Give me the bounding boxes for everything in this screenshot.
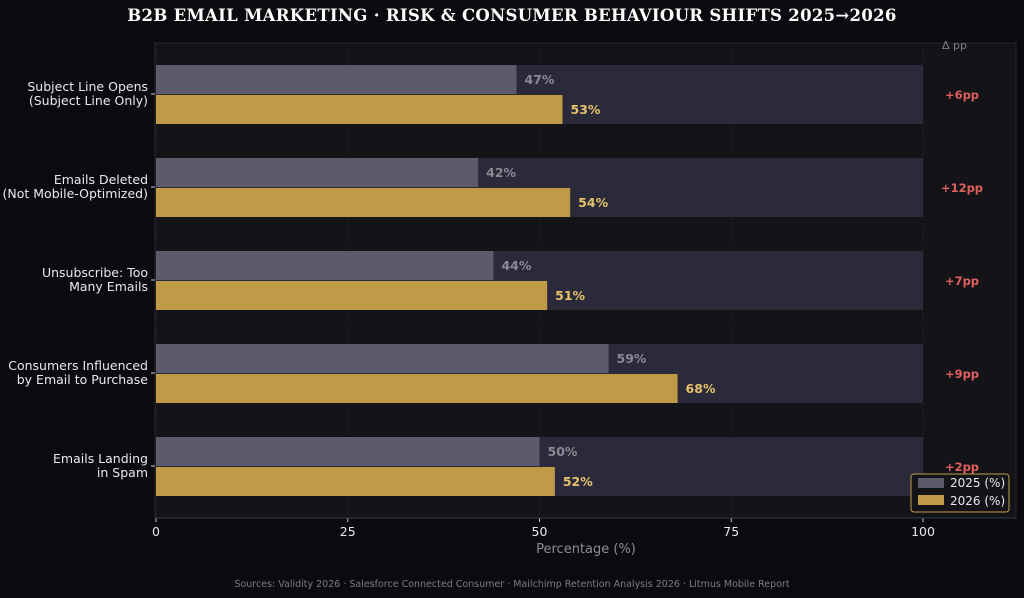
source-note: Sources: Validity 2026 · Salesforce Conn… [234,579,789,590]
bars-group [156,65,923,496]
value-label-2025-1: 42% [486,165,516,180]
category-label-3-line1: Consumers Influenced [8,358,148,373]
value-label-2026-1: 54% [578,195,608,210]
delta-label-1: +12pp [941,181,983,195]
value-label-2026-4: 52% [563,474,593,489]
delta-label-3: +9pp [945,367,979,381]
value-label-2026-0: 53% [571,102,601,117]
category-label-1-line2: (Not Mobile-Optimized) [3,186,148,201]
category-label-0-line2: (Subject Line Only) [29,93,148,108]
value-label-2025-3: 59% [617,351,647,366]
legend-swatch-2026 [918,495,944,505]
value-label-2025-4: 50% [548,444,578,459]
value-label-2026-3: 68% [686,381,716,396]
delta-label-2: +7pp [945,274,979,288]
x-tick-label-75: 75 [723,524,739,539]
legend-label-2025: 2025 (%) [950,476,1005,490]
delta-label-4: +2pp [945,460,979,474]
bar-2026-4 [156,467,555,496]
x-tick-label-50: 50 [532,524,548,539]
bar-2026-0 [156,95,563,124]
value-label-2025-2: 44% [501,258,531,273]
category-label-1-line1: Emails Deleted [54,172,148,187]
bar-2025-4 [156,437,540,466]
x-axis-label: Percentage (%) [536,542,636,557]
bar-2025-0 [156,65,517,94]
value-label-2026-2: 51% [555,288,585,303]
category-label-4-line2: in Spam [97,465,148,480]
bar-2026-3 [156,374,678,403]
bar-2025-1 [156,158,479,187]
x-tick-label-25: 25 [340,524,356,539]
labels-group: 0 25 50 75 100 47% 53% +6pp Subject Line Opens(S… [3,72,984,539]
bar-2026-2 [156,281,548,310]
legend: 2025 (%) 2026 (%) [910,473,1010,513]
category-label-2-line2: Many Emails [69,279,148,294]
legend-label-2026: 2026 (%) [950,494,1005,508]
category-label-4-line1: Emails Landing [53,451,148,466]
x-tick-label-100: 100 [911,524,935,539]
category-label-2-line1: Unsubscribe: Too [42,265,148,280]
delta-label-0: +6pp [945,88,979,102]
category-label-0-line1: Subject Line Opens [27,79,148,94]
delta-header: Δ pp [942,39,967,52]
value-label-2025-0: 47% [524,72,554,87]
bar-2025-2 [156,251,494,280]
x-tick-label-0: 0 [152,524,160,539]
legend-swatch-2025 [918,478,944,488]
category-label-3-line2: by Email to Purchase [17,372,149,387]
chart-title: B2B EMAIL MARKETING · RISK & CONSUMER BE… [127,6,896,25]
bar-2025-3 [156,344,609,373]
bar-2026-1 [156,188,571,217]
